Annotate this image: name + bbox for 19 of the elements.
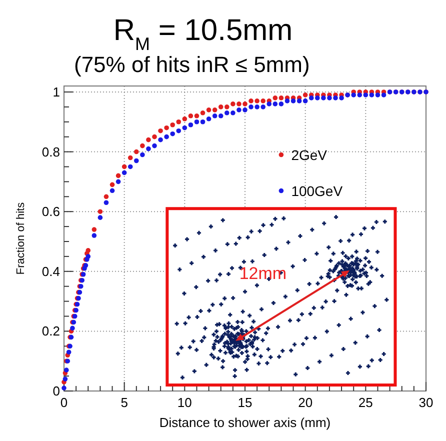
y-tick-label: 0.4	[42, 264, 60, 279]
x-tick-label: 15	[238, 395, 252, 410]
x-tick-label: 25	[358, 395, 373, 410]
y-tick-label: 0.8	[42, 144, 60, 160]
legend-label: 100GeV	[291, 182, 344, 199]
x-tick-label: 20	[298, 395, 313, 410]
x-tick-label: 10	[177, 395, 192, 410]
chart-subtitle: (75% of hits inR ≤ 5mm)	[74, 52, 310, 77]
x-tick-label: 5	[120, 395, 128, 410]
y-axis-title: Fraction of hits	[15, 202, 27, 275]
annotation: 12mm	[239, 264, 287, 284]
x-tick-label: 30	[418, 395, 434, 410]
x-axis-title: Distance to shower axis (mm)	[159, 415, 331, 430]
legend-label: 2GeV	[291, 146, 328, 163]
chart-title: R$_{M}$ = 10.5mm	[113, 14, 293, 54]
y-tick-label: 0.2	[42, 324, 60, 339]
y-tick-label: 1	[52, 84, 60, 100]
y-tick-label: 0	[52, 384, 60, 398]
y-tick-label: 0.6	[42, 204, 60, 220]
